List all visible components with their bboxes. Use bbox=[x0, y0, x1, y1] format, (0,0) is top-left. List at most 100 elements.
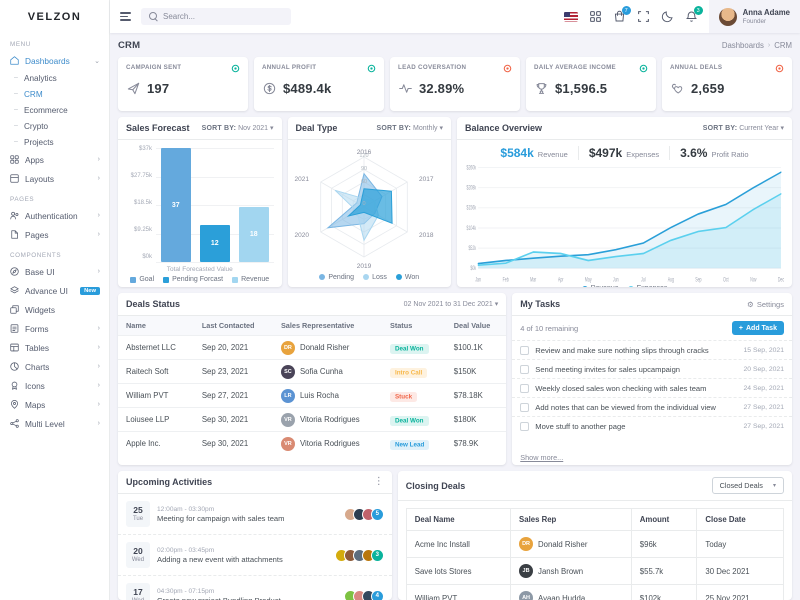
icons-icon bbox=[11, 381, 18, 390]
deals-status-period[interactable]: 02 Nov 2021 to 31 Dec 2021 ▾ bbox=[403, 301, 499, 308]
search-box[interactable] bbox=[141, 8, 291, 25]
chevron-icon: › bbox=[97, 382, 100, 389]
upcoming-activities-title: Upcoming Activities bbox=[126, 477, 213, 487]
sidebar-item-tables[interactable]: Tables › bbox=[0, 338, 109, 357]
user-menu[interactable]: Anna Adame Founder bbox=[708, 0, 800, 33]
charts-icon bbox=[10, 362, 19, 371]
task-checkbox[interactable] bbox=[520, 402, 530, 412]
stat-card-campaign-sent: CAMPAIGN SENT 197 bbox=[118, 57, 248, 111]
sales-forecast-sort[interactable]: SORT BY: Nov 2021 ▾ bbox=[201, 125, 274, 132]
deal-type-card: Deal Type SORT BY: Monthly ▾ 2016 2017 201… bbox=[287, 117, 452, 287]
closing-deals-filter[interactable]: Closed Deals ▾ bbox=[711, 477, 784, 494]
balance-overview-sort[interactable]: SORT BY: Current Year ▾ bbox=[702, 125, 784, 132]
legend-item: Won bbox=[395, 274, 419, 281]
app-logo[interactable]: VELZON bbox=[27, 10, 82, 23]
sidebar-item-icons[interactable]: Icons › bbox=[0, 376, 109, 395]
chevron-icon: › bbox=[97, 156, 100, 163]
activity-icon bbox=[399, 84, 412, 93]
sidebar-item-widgets[interactable]: Widgets bbox=[0, 300, 109, 319]
deals-status-table: Name Last Contacted Sales Representative St… bbox=[118, 316, 507, 455]
sidebar-item-forms[interactable]: Forms › bbox=[0, 319, 109, 338]
sales-forecast-card: Sales Forecast SORT BY: Nov 2021 ▾ $37k $… bbox=[118, 117, 282, 287]
avatar-group: 3 bbox=[334, 548, 384, 562]
column-header: Deal Name bbox=[405, 508, 512, 531]
show-more-link[interactable]: Show more... bbox=[520, 453, 564, 462]
dark-mode-moon-icon[interactable] bbox=[661, 10, 674, 23]
search-input[interactable] bbox=[163, 12, 283, 21]
bar-revenue: 18 bbox=[238, 206, 269, 262]
tasks-remaining: 4 of 10 remaining bbox=[520, 323, 579, 333]
avatar-group: 4 bbox=[343, 589, 384, 600]
deal-type-chart: 2016 2017 2018 2019 2020 2021 120 90 60 0 Pending L… bbox=[288, 140, 452, 287]
search-icon bbox=[149, 12, 158, 21]
deals-status-row: Absternet LLC Sep 20, 2021 DR Donald Risher… bbox=[118, 335, 507, 360]
closing-deals-row: Save lots Stores JB Jansh Brown $55.7k 30 De… bbox=[405, 557, 784, 585]
fullscreen-icon[interactable] bbox=[637, 10, 650, 23]
status-badge: Deal Won bbox=[389, 415, 429, 426]
sidebar-item-analytics[interactable]: Analytics bbox=[0, 70, 109, 86]
sidebar-item-multi-level[interactable]: Multi Level › bbox=[0, 414, 109, 433]
upcoming-activities-card: Upcoming Activities ⋮ 25 Tue 12:00am - 03:… bbox=[118, 471, 392, 600]
sidebar-item-ecommerce[interactable]: Ecommerce bbox=[0, 102, 109, 118]
svg-text:Feb: Feb bbox=[503, 276, 509, 283]
sidebar-item-apps[interactable]: Apps › bbox=[0, 150, 109, 169]
svg-text:Jan: Jan bbox=[475, 276, 481, 283]
task-item: Weekly closed sales won checking with sa… bbox=[512, 378, 792, 397]
apps-icon bbox=[10, 155, 19, 164]
balance-overview-title: Balance Overview bbox=[465, 123, 543, 133]
deal-type-title: Deal Type bbox=[295, 123, 338, 133]
sidebar-item-maps[interactable]: Maps › bbox=[0, 395, 109, 414]
task-checkbox[interactable] bbox=[520, 383, 530, 393]
svg-text:2018: 2018 bbox=[419, 232, 434, 239]
avatar: LR bbox=[280, 388, 295, 403]
legend-item: Loss bbox=[363, 274, 387, 281]
chevron-icon: › bbox=[97, 268, 100, 275]
kebab-menu-icon[interactable]: ⋮ bbox=[373, 476, 384, 487]
svg-text:Apr: Apr bbox=[558, 276, 564, 283]
hamburger-menu-icon[interactable] bbox=[120, 12, 131, 21]
sidebar-item-layouts[interactable]: Layouts › bbox=[0, 169, 109, 188]
sidebar-item-authentication[interactable]: Authentication › bbox=[0, 206, 109, 225]
column-header: Amount bbox=[630, 508, 698, 531]
svg-text:Sep: Sep bbox=[695, 276, 701, 283]
svg-text:Jul: Jul bbox=[641, 276, 646, 283]
avatar: JB bbox=[519, 564, 534, 578]
tasks-settings-button[interactable]: ⚙ Settings bbox=[747, 299, 784, 309]
cart-icon[interactable]: 7 bbox=[613, 6, 631, 23]
task-checkbox[interactable] bbox=[520, 421, 530, 431]
svg-text:2021: 2021 bbox=[295, 176, 310, 183]
sidebar-item-projects[interactable]: Projects bbox=[0, 134, 109, 150]
sidebar-item-advance-ui[interactable]: Advance UI New bbox=[0, 281, 109, 300]
notifications-bell-icon[interactable]: 3 bbox=[685, 6, 703, 23]
my-tasks-title: My Tasks bbox=[520, 299, 561, 309]
sidebar-item-crypto[interactable]: Crypto bbox=[0, 118, 109, 134]
trend-ring-icon bbox=[775, 64, 784, 75]
sidebar-item-pages[interactable]: Pages › bbox=[0, 225, 109, 244]
send-icon bbox=[127, 82, 140, 95]
language-flag-icon[interactable] bbox=[563, 11, 578, 22]
deals-status-row: William PVT Sep 27, 2021 LR Luis Rocha Stuck… bbox=[118, 383, 507, 408]
deal-type-sort[interactable]: SORT BY: Monthly ▾ bbox=[376, 125, 443, 132]
task-checkbox[interactable] bbox=[520, 345, 530, 355]
sidebar-item-charts[interactable]: Charts › bbox=[0, 357, 109, 376]
avatar: AH bbox=[519, 591, 534, 600]
status-badge: New Lead bbox=[389, 439, 430, 450]
apps-grid-icon[interactable] bbox=[589, 10, 602, 23]
advanceui-icon bbox=[10, 286, 19, 294]
task-item: Move stuff to another page 27 Sep, 2021 bbox=[512, 416, 792, 435]
menu-section-label: MENU bbox=[10, 41, 31, 48]
breadcrumb-separator-icon: › bbox=[767, 41, 771, 49]
breadcrumb-parent[interactable]: Dashboards bbox=[721, 40, 764, 50]
auth-icon bbox=[10, 211, 19, 220]
sidebar-item-crm[interactable]: CRM bbox=[0, 86, 109, 102]
svg-text:May: May bbox=[585, 276, 592, 283]
add-task-button[interactable]: + Add Task bbox=[731, 321, 784, 335]
task-checkbox[interactable] bbox=[520, 364, 530, 374]
sidebar-item-base-ui[interactable]: Base UI › bbox=[0, 262, 109, 281]
sidebar-item-dashboards[interactable]: Dashboards ⌄ bbox=[0, 51, 109, 70]
column-header: Deal Value bbox=[445, 316, 507, 336]
svg-text:Mar: Mar bbox=[530, 276, 536, 283]
balance-stat: 3.6% Profit Ratio bbox=[680, 146, 749, 160]
